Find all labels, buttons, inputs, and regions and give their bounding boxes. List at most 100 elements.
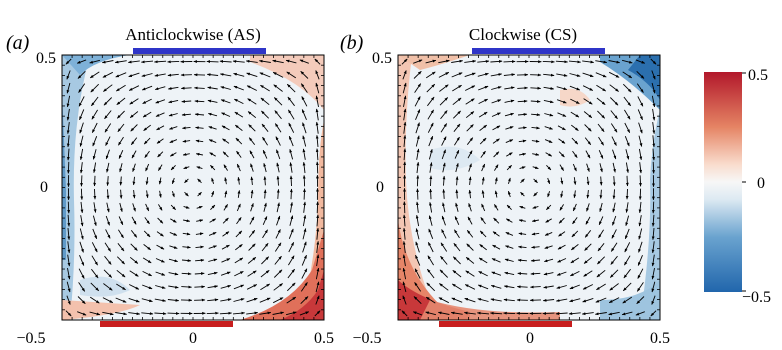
velocity-arrow	[494, 190, 498, 198]
velocity-arrow	[222, 231, 230, 237]
velocity-arrow	[219, 311, 232, 315]
velocity-arrow	[285, 59, 297, 64]
velocity-arrow	[141, 85, 153, 91]
velocity-arrow	[103, 84, 113, 92]
velocity-arrow	[142, 98, 152, 105]
velocity-arrow	[437, 311, 450, 315]
velocity-arrow	[611, 136, 617, 146]
velocity-arrow	[184, 191, 189, 197]
velocity-arrow	[624, 109, 631, 120]
velocity-arrow	[518, 245, 527, 249]
velocity-arrow	[612, 202, 616, 213]
velocity-arrow	[598, 229, 604, 239]
velocity-arrow	[586, 203, 590, 212]
velocity-arrow	[246, 284, 258, 290]
velocity-arrow	[289, 188, 293, 200]
velocity-arrow	[158, 177, 162, 185]
velocity-arrow	[233, 284, 245, 290]
velocity-arrow	[301, 96, 308, 107]
panel-a-x-tick-left: −0.5	[16, 330, 45, 347]
panel-a-x-tick-mid: 0	[189, 330, 197, 347]
velocity-arrow	[478, 257, 488, 264]
velocity-arrow	[66, 70, 71, 80]
velocity-arrow	[403, 148, 407, 161]
velocity-arrow	[596, 269, 606, 278]
velocity-arrow	[182, 232, 191, 236]
velocity-arrow	[651, 241, 655, 254]
velocity-arrow	[558, 151, 565, 158]
velocity-arrow	[584, 137, 592, 145]
velocity-arrow	[505, 231, 514, 236]
velocity-arrow	[235, 230, 243, 238]
velocity-arrow	[273, 97, 283, 106]
velocity-arrow	[169, 126, 178, 130]
velocity-arrow	[299, 311, 310, 316]
velocity-arrow	[441, 229, 447, 239]
velocity-arrow	[89, 296, 100, 304]
velocity-arrow	[167, 312, 180, 315]
panel-b-x-tick-mid: 0	[526, 330, 534, 347]
velocity-arrow	[427, 96, 435, 107]
velocity-arrow	[517, 272, 528, 275]
velocity-arrow	[415, 135, 420, 147]
velocity-arrow	[207, 99, 218, 103]
velocity-arrow	[303, 188, 306, 200]
velocity-arrow	[612, 189, 616, 200]
velocity-arrow	[598, 136, 604, 146]
velocity-arrow	[571, 137, 579, 145]
velocity-arrow	[612, 176, 616, 186]
velocity-arrow	[261, 243, 269, 252]
velocity-arrow	[557, 125, 566, 131]
velocity-arrow	[289, 201, 293, 213]
velocity-arrow	[80, 201, 84, 214]
velocity-arrow	[651, 201, 655, 214]
velocity-arrow	[154, 73, 166, 77]
velocity-arrow	[119, 176, 123, 186]
velocity-arrow	[167, 60, 180, 64]
velocity-arrow	[170, 204, 176, 211]
velocity-arrow	[92, 136, 98, 147]
velocity-arrow	[621, 311, 633, 316]
velocity-arrow	[195, 126, 204, 130]
velocity-arrow	[144, 217, 150, 225]
velocity-arrow	[302, 148, 306, 160]
velocity-arrow	[78, 83, 86, 93]
velocity-arrow	[442, 175, 446, 186]
velocity-arrow	[441, 136, 447, 146]
velocity-arrow	[286, 71, 297, 79]
velocity-arrow	[119, 189, 123, 199]
velocity-arrow	[503, 60, 516, 63]
velocity-arrow	[652, 135, 656, 148]
velocity-arrow	[207, 285, 219, 289]
velocity-arrow	[79, 255, 85, 266]
velocity-arrow	[595, 297, 607, 303]
velocity-arrow	[115, 72, 127, 78]
velocity-arrow	[403, 95, 407, 107]
velocity-arrow	[143, 137, 151, 145]
velocity-arrow	[196, 166, 203, 170]
velocity-arrow	[224, 190, 228, 198]
velocity-arrow	[129, 256, 139, 264]
velocity-arrow	[237, 176, 241, 185]
velocity-arrow	[115, 297, 127, 303]
velocity-arrow	[650, 310, 657, 317]
velocity-arrow	[442, 202, 446, 213]
velocity-arrow	[236, 163, 241, 172]
velocity-arrow	[246, 85, 257, 91]
velocity-arrow	[116, 269, 126, 278]
velocity-arrow	[439, 269, 449, 278]
velocity-arrow	[403, 121, 407, 134]
velocity-arrow	[182, 152, 190, 156]
velocity-arrow	[425, 296, 436, 304]
velocity-arrow	[438, 59, 450, 64]
velocity-arrow	[556, 271, 567, 276]
velocity-arrow	[402, 267, 407, 280]
velocity-arrow	[403, 134, 407, 147]
velocity-arrow	[316, 214, 320, 227]
velocity-arrow	[132, 176, 136, 186]
velocity-arrow	[476, 311, 490, 315]
velocity-arrow	[545, 218, 552, 223]
velocity-arrow	[543, 99, 554, 104]
velocity-arrow	[155, 112, 165, 117]
velocity-arrow	[250, 176, 254, 185]
